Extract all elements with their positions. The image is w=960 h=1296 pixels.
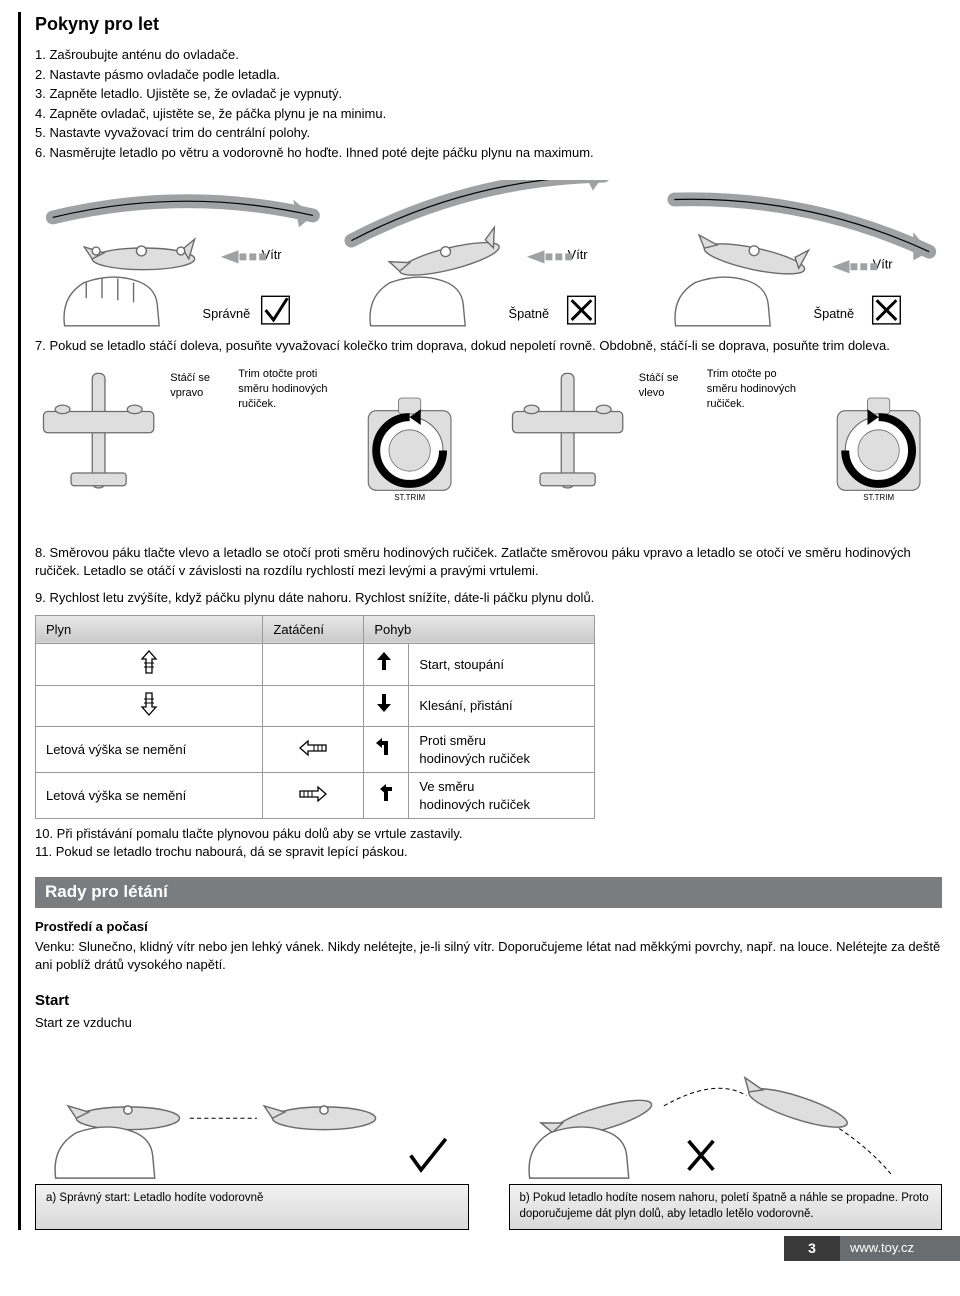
step-2: 2. Nastavte pásmo ovladače podle letadla… (35, 66, 942, 84)
turn-ccw-icon (364, 727, 409, 773)
svg-text:ST.TRIM: ST.TRIM (863, 493, 894, 502)
start-correct-diagram (35, 1046, 469, 1180)
stick-left-icon (263, 727, 364, 773)
trim-cw: Stáčí se vlevo Trim otočte po směru hodi… (504, 367, 943, 526)
step-3: 3. Zapněte letadlo. Ujistěte se, že ovla… (35, 85, 942, 103)
wind-diagram-correct: Vítr Správně (35, 180, 331, 328)
row-1-text: Start, stoupání (409, 644, 595, 686)
row-4-text: Ve směru hodinových ručiček (409, 773, 595, 819)
step-1: 1. Zašroubujte anténu do ovladače. (35, 46, 942, 64)
trim-left-label: Stáčí se vlevo (639, 367, 699, 526)
trim-right-label: Stáčí se vpravo (170, 367, 230, 526)
step-11: 11. Pokud se letadlo trochu nabourá, dá … (35, 843, 942, 861)
step-4: 4. Zapněte ovladač, ujistěte se, že páčk… (35, 105, 942, 123)
section-title-flying-tips: Rady pro létání (35, 877, 942, 908)
table-row: Letová výška se nemění Ve směru hodinový… (36, 773, 595, 819)
trim-ccw: Stáčí se vpravo Trim otočte proti směru … (35, 367, 474, 526)
start-diagrams: a) Správný start: Letadlo hodíte vodorov… (35, 1046, 942, 1230)
step-9: 9. Rychlost letu zvýšíte, když páčku ply… (35, 589, 942, 607)
stick-up-icon (36, 644, 263, 686)
dial-ccw: ST.TRIM (346, 367, 473, 526)
svg-text:ST.TRIM: ST.TRIM (394, 493, 425, 502)
th-zat: Zatáčení (263, 615, 364, 644)
steps-1-6: 1. Zašroubujte anténu do ovladače. 2. Na… (35, 46, 942, 161)
section-title-flight-instructions: Pokyny pro let (35, 12, 942, 36)
start-a-box: a) Správný start: Letadlo hodíte vodorov… (35, 1184, 469, 1230)
svg-text:Správně: Správně (203, 306, 251, 321)
start-b-box: b) Pokud letadlo hodíte nosem nahoru, po… (509, 1184, 943, 1230)
table-row: Letová výška se nemění Proti směru hodin… (36, 727, 595, 773)
env-heading: Prostředí a počasí (35, 918, 942, 936)
table-row: Klesání, přistání (36, 685, 595, 727)
turn-cw-icon (364, 773, 409, 819)
table-row: Start, stoupání (36, 644, 595, 686)
th-plyn: Plyn (36, 615, 263, 644)
page-number: 3 (784, 1236, 840, 1261)
page-content: Pokyny pro let 1. Zašroubujte anténu do … (18, 12, 942, 1230)
svg-text:Špatně: Špatně (814, 306, 855, 321)
trim-left-desc: Trim otočte po směru hodinových ručiček. (707, 367, 807, 526)
step-5: 5. Nastavte vyvažovací trim do centrální… (35, 124, 942, 142)
start-wrong: b) Pokud letadlo hodíte nosem nahoru, po… (509, 1046, 943, 1230)
svg-text:Špatně: Špatně (508, 306, 549, 321)
wind-diagram-wrong-down: Vítr Špatně (646, 180, 942, 328)
stick-right-icon (263, 773, 364, 819)
trim-diagrams: Stáčí se vpravo Trim otočte proti směru … (35, 367, 942, 526)
start-correct: a) Správný start: Letadlo hodíte vodorov… (35, 1046, 469, 1230)
up-arrow-icon (364, 644, 409, 686)
row-2-text: Klesání, přistání (409, 685, 595, 727)
step-10: 10. Při přistávání pomalu tlačte plynovo… (35, 825, 942, 843)
trim-right-desc: Trim otočte proti směru hodinových ručič… (238, 367, 338, 526)
th-pohyb: Pohyb (364, 615, 595, 644)
row-3-text: Proti směru hodinových ručiček (409, 727, 595, 773)
row-4-plyn: Letová výška se nemění (36, 773, 263, 819)
down-arrow-icon (364, 685, 409, 727)
control-table: Plyn Zatáčení Pohyb Start, stoupání (35, 615, 595, 820)
dial-cw: ST.TRIM (815, 367, 942, 526)
start-wrong-diagram (509, 1046, 943, 1180)
row-3-plyn: Letová výška se nemění (36, 727, 263, 773)
step-6: 6. Nasměrujte letadlo po větru a vodorov… (35, 144, 942, 162)
footer-url: www.toy.cz (840, 1236, 960, 1261)
footer: 3 www.toy.cz (0, 1236, 960, 1261)
wind-diagrams: Vítr Správně (35, 180, 942, 328)
wind-diagram-wrong-up: Vítr Špatně (341, 180, 637, 328)
step-7: 7. Pokud se letadlo stáčí doleva, posuňt… (35, 337, 942, 355)
env-paragraph: Venku: Slunečno, klidný vítr nebo jen le… (35, 938, 942, 973)
step-8: 8. Směrovou páku tlačte vlevo a letadlo … (35, 544, 942, 579)
stick-down-icon (36, 685, 263, 727)
start-heading: Start (35, 991, 942, 1011)
start-subheading: Start ze vzduchu (35, 1014, 942, 1032)
